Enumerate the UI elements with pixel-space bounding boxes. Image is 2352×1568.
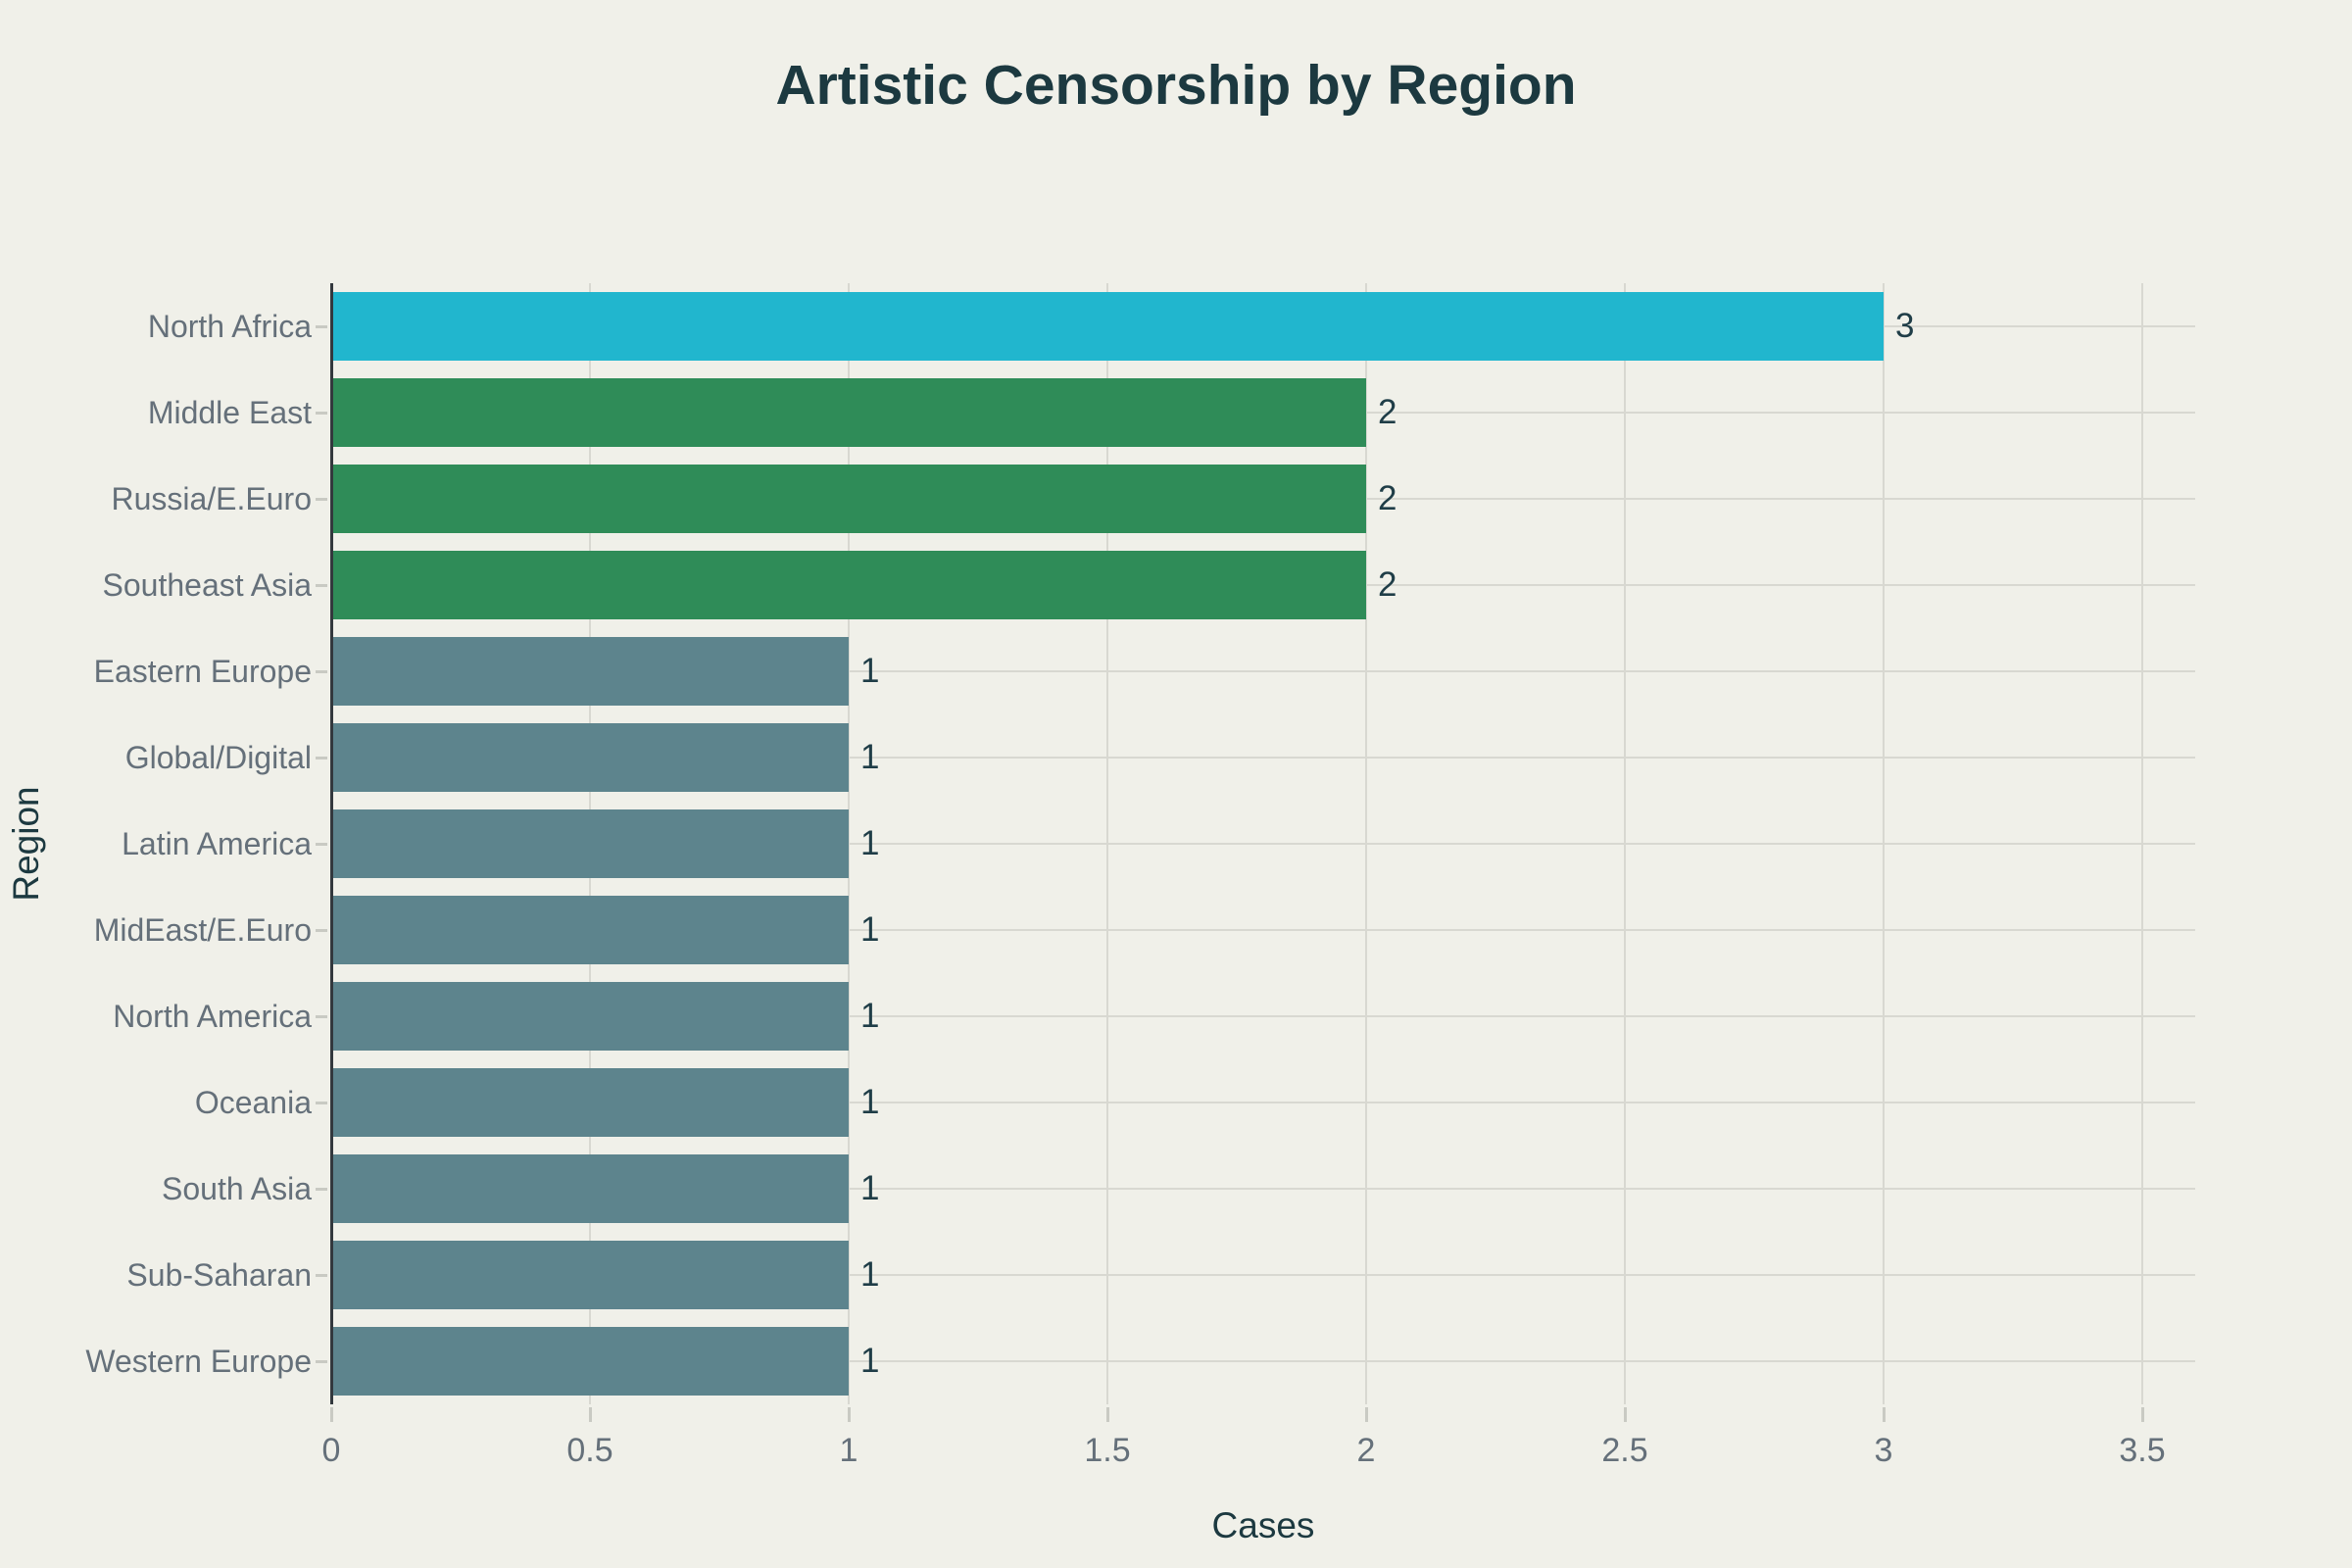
y-tick-mark [316,1187,327,1191]
bar [331,982,849,1051]
y-tick-label: Southeast Asia [102,566,312,603]
y-gridline [331,1360,2195,1362]
y-tick-mark [316,324,327,328]
y-gridline [331,843,2195,845]
x-axis-title: Cases [1211,1505,1315,1545]
bar [331,637,849,706]
x-tick-mark [1105,1407,1109,1422]
bar-value-label: 2 [1378,479,1397,517]
x-tick-label: 1 [839,1432,858,1469]
bar [331,1068,849,1137]
y-tick-label: Latin America [122,825,312,861]
x-tick-mark [588,1407,592,1422]
x-tick-mark [1882,1407,1886,1422]
x-tick-mark [1623,1407,1627,1422]
y-tick-mark [316,497,327,501]
y-tick-label: North Africa [147,308,312,344]
x-tick-label: 1.5 [1084,1432,1131,1469]
bar [331,809,849,878]
y-tick-label: South Asia [162,1170,312,1206]
y-gridline [331,670,2195,672]
x-tick-mark [847,1407,851,1422]
y-tick-mark [316,1101,327,1104]
y-tick-mark [316,928,327,932]
x-tick-mark [2140,1407,2144,1422]
y-tick-mark [316,669,327,673]
bar-value-label: 3 [1895,307,1915,345]
bar [331,551,1366,619]
chart-title: Artistic Censorship by Region [775,54,1577,117]
bar-value-label: 1 [860,910,880,949]
bar [331,896,849,964]
y-gridline [331,1188,2195,1190]
y-tick-mark [316,583,327,587]
x-tick-label: 2.5 [1601,1432,1648,1469]
bar-value-label: 1 [860,652,880,690]
bar-value-label: 1 [860,1255,880,1294]
y-tick-label: Eastern Europe [93,653,312,689]
y-tick-mark [316,411,327,415]
y-gridline [331,1102,2195,1103]
y-tick-label: Global/Digital [124,739,312,775]
y-tick-mark [316,756,327,760]
bar-value-label: 2 [1378,565,1397,604]
y-tick-label: Oceania [194,1084,312,1120]
bar [331,723,849,792]
x-tick-mark [1364,1407,1368,1422]
y-tick-label: MidEast/E.Euro [93,911,312,948]
x-tick-label: 3 [1874,1432,1893,1469]
y-axis-line [330,283,333,1404]
x-tick-label: 3.5 [2119,1432,2166,1469]
plot-area: 3 2 2 2 1 1 1 1 1 1 1 1 1 [331,283,2195,1404]
bar [331,1327,849,1396]
y-tick-label: Russia/E.Euro [111,480,312,516]
bar [331,465,1366,533]
x-tick-mark [329,1407,333,1422]
bar-value-label: 1 [860,824,880,862]
y-tick-label: Sub-Saharan [126,1256,312,1293]
y-gridline [331,929,2195,931]
y-gridline [331,757,2195,759]
bar [331,378,1366,447]
y-tick-label: North America [113,998,312,1034]
bar-value-label: 1 [860,1083,880,1121]
bar [331,1241,849,1309]
bar-value-label: 1 [860,1342,880,1380]
x-tick-label: 0 [321,1432,341,1469]
y-gridline [331,1274,2195,1276]
bar-value-label: 1 [860,1169,880,1207]
bar [331,1154,849,1223]
bar-value-label: 2 [1378,393,1397,431]
x-tick-label: 2 [1356,1432,1376,1469]
y-tick-mark [316,1273,327,1277]
y-tick-mark [316,842,327,846]
y-gridline [331,1015,2195,1017]
y-tick-mark [316,1359,327,1363]
bar-value-label: 1 [860,738,880,776]
bar [331,292,1884,361]
y-tick-mark [316,1014,327,1018]
y-tick-label: Middle East [147,394,312,430]
bar-value-label: 1 [860,997,880,1035]
y-tick-label: Western Europe [85,1343,312,1379]
x-tick-label: 0.5 [566,1432,613,1469]
